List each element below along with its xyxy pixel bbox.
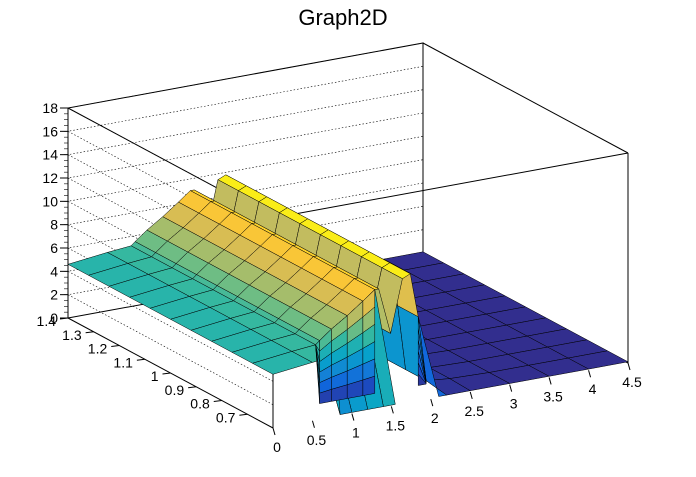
y-tick <box>188 386 197 389</box>
z-tick-label: 0 <box>50 310 58 326</box>
z-tick-label: 4 <box>50 263 58 279</box>
y-tick <box>85 331 94 334</box>
chart-title: Graph2D <box>298 5 387 30</box>
x-tick-label: 2 <box>431 410 439 426</box>
front-top-edge <box>272 152 629 219</box>
axis-ticks: 0 0.5 1 1.5 2 2.5 3 3.5 4 4.5 0.7 0.8 0.9 1 1.1 1.2 1.3 1… <box>37 100 642 455</box>
y-tick <box>213 400 222 402</box>
z-tick-label: 10 <box>42 193 58 209</box>
x-tick <box>509 384 513 392</box>
y-tick <box>136 358 145 361</box>
surface-wall-cell <box>417 316 427 382</box>
y-tick <box>162 372 171 375</box>
x-tick <box>430 398 434 407</box>
x-tick-label: 2.5 <box>464 403 484 419</box>
y-tick-label: 0.9 <box>165 382 185 398</box>
right-top-edge <box>422 42 629 154</box>
x-tick <box>548 377 552 385</box>
x-tick-label: 1 <box>352 425 360 441</box>
x-tick-label: 4 <box>589 381 597 397</box>
z-tick-label: 18 <box>42 100 58 116</box>
x-tick <box>351 413 355 421</box>
x-tick <box>588 370 592 378</box>
x-tick-label: 3.5 <box>543 388 563 404</box>
x-tick <box>272 427 276 436</box>
y-tick-label: 1.3 <box>62 327 82 343</box>
y-tick-label: 1.4 <box>37 313 57 329</box>
x-tick <box>311 420 315 428</box>
y-tick-label: 1.1 <box>113 354 133 370</box>
surface-wall-cell <box>362 289 376 318</box>
y-tick-label: 0.8 <box>190 396 210 412</box>
z-tick-label: 2 <box>50 287 58 303</box>
y-tick <box>239 413 248 416</box>
x-tick <box>627 362 631 371</box>
x-tick-label: 1.5 <box>386 417 406 433</box>
x-tick-label: 0 <box>273 439 281 455</box>
x-tick-label: 0.5 <box>307 432 327 448</box>
surface-cell <box>251 351 314 375</box>
y-tick-label: 1 <box>151 368 159 384</box>
z-tick-label: 16 <box>42 123 58 139</box>
z-tick-label: 14 <box>42 147 58 163</box>
x-tick <box>390 406 394 414</box>
y-tick-label: 0.7 <box>216 409 236 425</box>
z-gridline <box>67 42 424 219</box>
z-tick-label: 12 <box>42 170 58 186</box>
z-tick-label: 8 <box>50 217 58 233</box>
x-tick <box>469 391 473 400</box>
x-tick-label: 4.5 <box>622 374 642 390</box>
z-tick-label: 6 <box>50 240 58 256</box>
y-tick-label: 1.2 <box>88 341 108 357</box>
x-tick-label: 3 <box>510 396 518 412</box>
y-tick <box>111 345 120 347</box>
surface-plot <box>67 174 629 415</box>
